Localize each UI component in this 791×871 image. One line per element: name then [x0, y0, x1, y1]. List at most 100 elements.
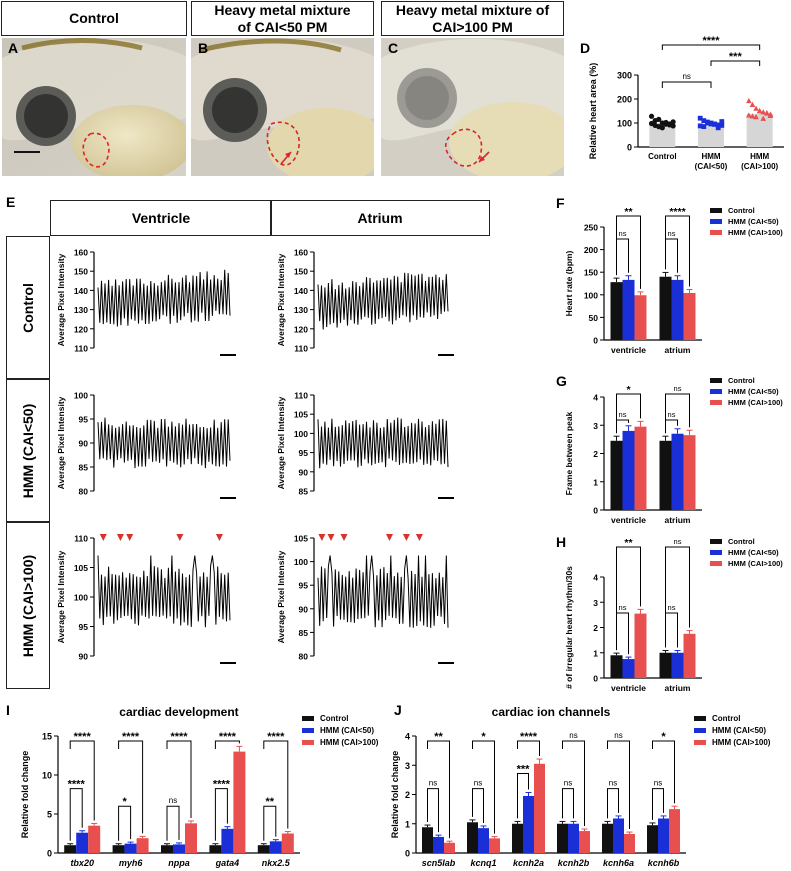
significance-bracket [517, 740, 540, 757]
panel-label-c: C [388, 40, 399, 56]
y-tick-label: 1 [405, 819, 410, 829]
significance-bracket [69, 788, 83, 841]
significance-label: * [122, 796, 127, 808]
bar [671, 279, 684, 340]
row-label-hmm-high: HMM (CAI>100) [6, 522, 50, 689]
significance-label: * [661, 731, 666, 743]
bar [523, 795, 534, 853]
significance-label: ns [619, 603, 627, 612]
significance-bracket [472, 740, 495, 834]
chart-i: cardiac development 0 5 10 15 Relative fold c… [20, 705, 379, 868]
trace-y-tick-label: 85 [299, 487, 309, 497]
bar [269, 841, 282, 853]
legend-swatch [302, 728, 314, 733]
bar [422, 827, 433, 853]
bar [444, 842, 455, 853]
scale-bar [14, 151, 40, 153]
y-tick-label: 5 [47, 810, 52, 820]
y-tick-label: 0 [405, 849, 410, 859]
significance-label: ns [429, 779, 437, 788]
significance-label: *** [517, 763, 531, 775]
data-point [753, 105, 759, 111]
legend-swatch [710, 208, 722, 213]
significance-bracket [616, 215, 641, 289]
x-tick-label: myh6 [119, 858, 144, 868]
irregular-beat-arrow-icon [126, 534, 134, 541]
bar [647, 825, 658, 853]
bar [746, 113, 773, 147]
bar [634, 613, 647, 678]
y-tick-label: 0 [627, 143, 632, 153]
trace-y-tick-label: 100 [294, 429, 308, 439]
panel-label-b: B [198, 40, 209, 56]
trace-y-tick-label: 120 [74, 324, 88, 334]
data-point [656, 116, 662, 122]
heartbeat-traces: 110 120 130 140 150 160 Average Pixel Intensit… [56, 248, 454, 664]
bar [610, 440, 623, 510]
bar [173, 844, 185, 853]
significance-label: ns [619, 229, 627, 238]
irregular-beat-arrow-icon [415, 534, 423, 541]
legend-entry: Control [320, 714, 348, 723]
significance-bracket [710, 60, 761, 66]
significance-bracket [665, 215, 690, 287]
data-point [648, 113, 655, 119]
trace-y-tick-label: 105 [294, 534, 308, 544]
y-tick-label: 4 [593, 573, 598, 583]
data-point [746, 97, 752, 104]
significance-bracket [652, 788, 664, 820]
column-header-atrium: Atrium [270, 200, 490, 236]
trace-y-tick-label: 95 [79, 415, 89, 425]
chart-j: cardiac ion channels 0 1 2 3 4 Relative fold c… [390, 705, 771, 868]
y-tick-label: 4 [405, 732, 410, 742]
trace-y-tick-label: 95 [79, 622, 89, 632]
significance-label: ns [668, 603, 676, 612]
row-label-hmm-low-text: HMM (CAI<50) [20, 403, 36, 498]
x-tick-label: atrium [665, 515, 691, 525]
significance-label: ns [614, 731, 622, 740]
bar [112, 845, 125, 853]
heartbeat-trace [97, 417, 231, 469]
row-label-hmm-low: HMM (CAI<50) [6, 379, 50, 522]
panel-label-g: G [556, 373, 567, 389]
legend-entry: Control [728, 376, 755, 385]
data-point [749, 101, 756, 107]
bar [88, 825, 101, 853]
x-tick-label: (CAI<50) [695, 162, 728, 171]
legend-swatch [710, 230, 722, 235]
panel-label-d: D [580, 40, 591, 56]
legend-entry: HMM (CAI>100) [320, 738, 379, 747]
data-point [715, 125, 721, 131]
significance-label: **** [68, 779, 86, 791]
significance-label: **** [122, 731, 140, 743]
significance-label: ns [169, 796, 177, 805]
trace-y-axis-label: Average Pixel Intensity [56, 550, 66, 643]
bar [683, 292, 696, 340]
y-tick-label: 300 [617, 71, 632, 81]
significance-bracket [214, 788, 228, 841]
row-label-hmm-high-text: HMM (CAI>100) [20, 554, 36, 657]
legend-swatch [694, 716, 706, 721]
column-header-ventricle: Ventricle [50, 200, 272, 236]
significance-bracket [665, 546, 690, 628]
y-tick-label: 3 [593, 421, 598, 431]
legend-swatch [710, 539, 722, 544]
trace-y-tick-label: 110 [74, 534, 88, 544]
data-point [719, 119, 725, 124]
data-point [756, 108, 763, 114]
x-tick-label: nkx2.5 [262, 858, 291, 868]
irregular-beat-arrow-icon [176, 534, 184, 541]
trace-y-tick-label: 140 [294, 286, 308, 296]
significance-bracket [652, 740, 675, 804]
irregular-beat-arrow-icon [402, 534, 410, 541]
header-control: Control [1, 1, 187, 36]
y-tick-label: 0 [593, 336, 598, 346]
chart-g: 0 1 2 3 4 Frame between peak ventricle atrium ns… [564, 376, 783, 525]
irregular-beat-arrow-icon [318, 534, 326, 541]
significance-label: ns [654, 779, 662, 788]
trace-y-tick-label: 100 [74, 391, 88, 401]
significance-label: **** [520, 731, 538, 743]
bar [512, 823, 523, 853]
y-tick-label: 100 [584, 290, 598, 300]
panel-label-h: H [556, 534, 567, 550]
